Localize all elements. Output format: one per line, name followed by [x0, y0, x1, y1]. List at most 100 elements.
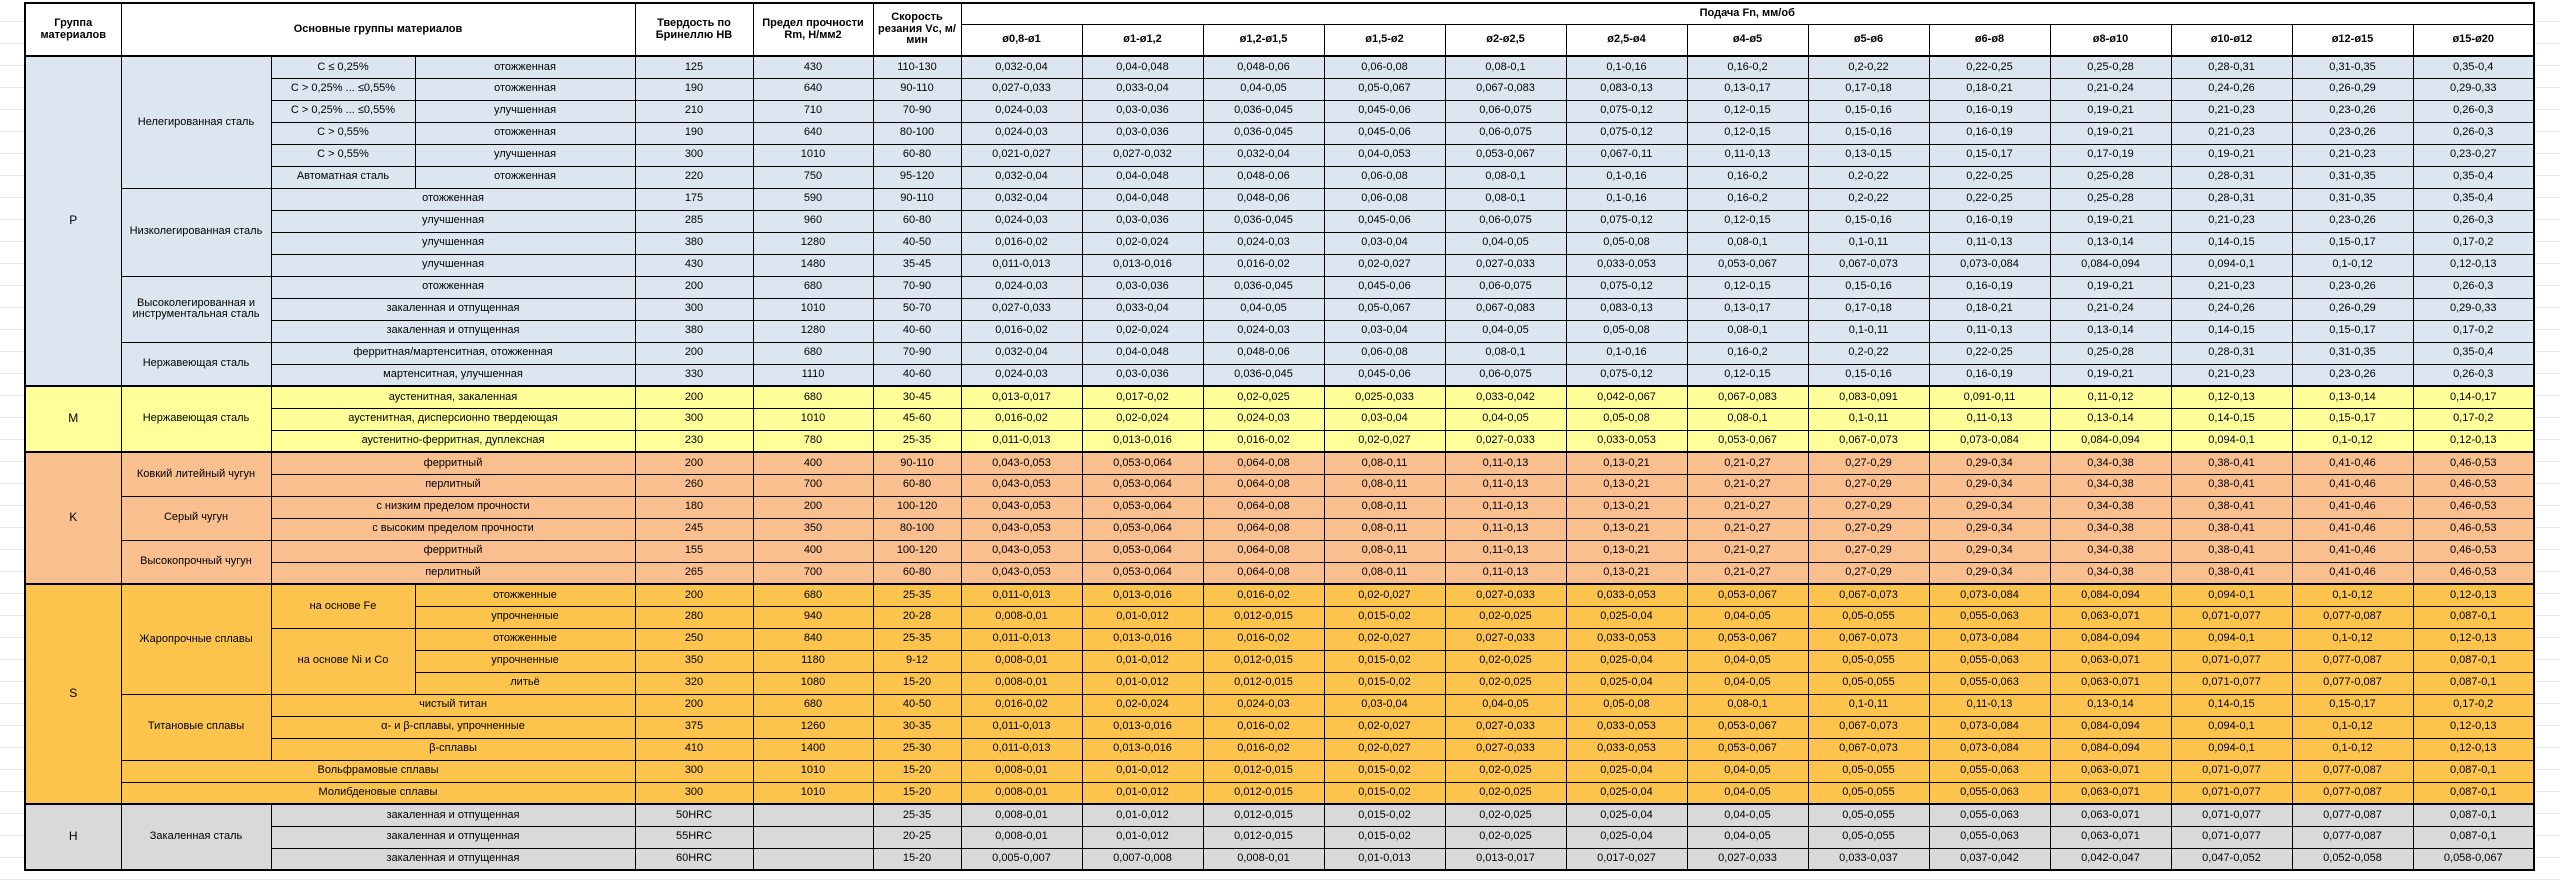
- data-cell[interactable]: 0,15-0,17: [2291, 319, 2414, 343]
- data-cell[interactable]: 0,11-0,13: [1444, 473, 1567, 497]
- data-cell[interactable]: 0,13-0,14: [2049, 319, 2172, 343]
- data-cell[interactable]: 0,016-0,02: [1202, 715, 1325, 739]
- data-cell[interactable]: 0,22-0,25: [1928, 187, 2051, 211]
- data-cell[interactable]: 0,047-0,052: [2170, 847, 2293, 871]
- data-cell[interactable]: 0,13-0,17: [1686, 77, 1809, 101]
- data-cell[interactable]: отожженные: [414, 583, 636, 607]
- data-cell[interactable]: 0,08-0,1: [1444, 341, 1567, 365]
- data-cell[interactable]: 0,27-0,29: [1807, 473, 1930, 497]
- data-cell[interactable]: 210: [634, 99, 754, 123]
- data-cell[interactable]: 0,25-0,28: [2049, 165, 2172, 189]
- data-cell[interactable]: 0,21-0,23: [2170, 275, 2293, 299]
- data-cell[interactable]: 0,067-0,083: [1444, 297, 1567, 321]
- data-cell[interactable]: 0,12-0,15: [1686, 209, 1809, 233]
- data-cell[interactable]: 1180: [752, 649, 874, 673]
- group-letter-cell[interactable]: K: [24, 451, 122, 585]
- data-cell[interactable]: 0,048-0,06: [1202, 165, 1325, 189]
- data-cell[interactable]: 0,38-0,41: [2170, 451, 2293, 475]
- data-cell[interactable]: 0,025-0,04: [1565, 825, 1688, 849]
- data-cell[interactable]: 840: [752, 627, 874, 651]
- group-letter-cell[interactable]: S: [24, 583, 122, 805]
- data-cell[interactable]: 0,024-0,03: [1202, 231, 1325, 255]
- data-cell[interactable]: 0,02-0,025: [1444, 803, 1567, 827]
- data-cell[interactable]: 0,14-0,15: [2170, 319, 2293, 343]
- data-cell[interactable]: 0,015-0,02: [1323, 671, 1446, 695]
- data-cell[interactable]: α- и β-сплавы, упрочненные: [270, 715, 636, 739]
- data-cell[interactable]: 55HRC: [634, 825, 754, 849]
- data-cell[interactable]: 0,094-0,1: [2170, 627, 2293, 651]
- data-cell[interactable]: 0,08-0,11: [1323, 517, 1446, 541]
- data-cell[interactable]: 155: [634, 539, 754, 563]
- feed-col-header[interactable]: ø1,2-ø1,5: [1202, 24, 1325, 57]
- data-cell[interactable]: 0,015-0,02: [1323, 825, 1446, 849]
- data-cell[interactable]: 0,024-0,03: [1202, 407, 1325, 431]
- data-cell[interactable]: 0,025-0,04: [1565, 671, 1688, 695]
- data-cell[interactable]: 0,17-0,18: [1807, 77, 1930, 101]
- data-cell[interactable]: 0,16-0,19: [1928, 209, 2051, 233]
- data-cell[interactable]: 0,38-0,41: [2170, 539, 2293, 563]
- data-cell[interactable]: 0,087-0,1: [2412, 781, 2535, 805]
- data-cell[interactable]: 400: [752, 539, 874, 563]
- data-cell[interactable]: Молибденовые сплавы: [120, 781, 636, 805]
- data-cell[interactable]: 0,077-0,087: [2291, 825, 2414, 849]
- data-cell[interactable]: 0,08-0,11: [1323, 495, 1446, 519]
- data-cell[interactable]: отожженные: [414, 627, 636, 651]
- data-cell[interactable]: 330: [634, 363, 754, 387]
- data-cell[interactable]: 0,35-0,4: [2412, 165, 2535, 189]
- data-cell[interactable]: 0,24-0,26: [2170, 77, 2293, 101]
- data-cell[interactable]: 0,073-0,084: [1928, 253, 2051, 277]
- data-cell[interactable]: 0,084-0,094: [2049, 429, 2172, 453]
- data-cell[interactable]: 0,033-0,04: [1081, 77, 1204, 101]
- data-cell[interactable]: Нелегированная сталь: [120, 55, 272, 189]
- data-cell[interactable]: 180: [634, 495, 754, 519]
- data-cell[interactable]: 1010: [752, 297, 874, 321]
- data-cell[interactable]: 0,077-0,087: [2291, 803, 2414, 827]
- data-cell[interactable]: 80-100: [872, 517, 962, 541]
- data-cell[interactable]: 25-35: [872, 803, 962, 827]
- data-cell[interactable]: 0,08-0,1: [1686, 407, 1809, 431]
- data-cell[interactable]: 0,053-0,067: [1686, 583, 1809, 607]
- data-cell[interactable]: 960: [752, 209, 874, 233]
- data-cell[interactable]: 0,21-0,27: [1686, 495, 1809, 519]
- data-cell[interactable]: 0,04-0,053: [1323, 143, 1446, 167]
- data-cell[interactable]: 0,011-0,013: [960, 583, 1083, 607]
- data-cell[interactable]: 0,045-0,06: [1323, 99, 1446, 123]
- data-cell[interactable]: 0,12-0,13: [2170, 385, 2293, 409]
- data-cell[interactable]: 0,12-0,13: [2412, 715, 2535, 739]
- data-cell[interactable]: 70-90: [872, 275, 962, 299]
- data-cell[interactable]: C ≤ 0,25%: [270, 55, 416, 79]
- data-cell[interactable]: 0,26-0,3: [2412, 209, 2535, 233]
- data-cell[interactable]: 0,067-0,073: [1807, 253, 1930, 277]
- data-cell[interactable]: 0,084-0,094: [2049, 627, 2172, 651]
- data-cell[interactable]: 0,16-0,2: [1686, 341, 1809, 365]
- data-cell[interactable]: 0,35-0,4: [2412, 55, 2535, 79]
- data-cell[interactable]: C > 0,55%: [270, 143, 416, 167]
- feed-col-header[interactable]: ø10-ø12: [2170, 24, 2293, 57]
- data-cell[interactable]: 0,071-0,077: [2170, 649, 2293, 673]
- data-cell[interactable]: 0,14-0,15: [2170, 231, 2293, 255]
- data-cell[interactable]: 60HRC: [634, 847, 754, 871]
- data-cell[interactable]: 0,016-0,02: [1202, 627, 1325, 651]
- data-cell[interactable]: 220: [634, 165, 754, 189]
- data-cell[interactable]: 0,005-0,007: [960, 847, 1083, 871]
- data-cell[interactable]: 0,46-0,53: [2412, 539, 2535, 563]
- data-cell[interactable]: 0,26-0,3: [2412, 275, 2535, 299]
- data-cell[interactable]: 0,11-0,13: [1928, 231, 2051, 255]
- data-cell[interactable]: 0,29-0,34: [1928, 539, 2051, 563]
- data-cell[interactable]: 200: [634, 275, 754, 299]
- data-cell[interactable]: 0,05-0,055: [1807, 759, 1930, 783]
- data-cell[interactable]: отожженная: [270, 187, 636, 211]
- data-cell[interactable]: 0,04-0,05: [1686, 671, 1809, 695]
- data-cell[interactable]: 0,05-0,08: [1565, 319, 1688, 343]
- data-cell[interactable]: улучшенная: [414, 99, 636, 123]
- data-cell[interactable]: 0,048-0,06: [1202, 187, 1325, 211]
- data-cell[interactable]: 0,04-0,05: [1444, 231, 1567, 255]
- data-cell[interactable]: 0,012-0,015: [1202, 781, 1325, 805]
- data-cell[interactable]: 300: [634, 143, 754, 167]
- data-cell[interactable]: 0,037-0,042: [1928, 847, 2051, 871]
- data-cell[interactable]: 90-110: [872, 77, 962, 101]
- data-cell[interactable]: 0,08-0,1: [1444, 187, 1567, 211]
- data-cell[interactable]: 0,036-0,045: [1202, 275, 1325, 299]
- data-cell[interactable]: 0,008-0,01: [960, 649, 1083, 673]
- data-cell[interactable]: 0,094-0,1: [2170, 253, 2293, 277]
